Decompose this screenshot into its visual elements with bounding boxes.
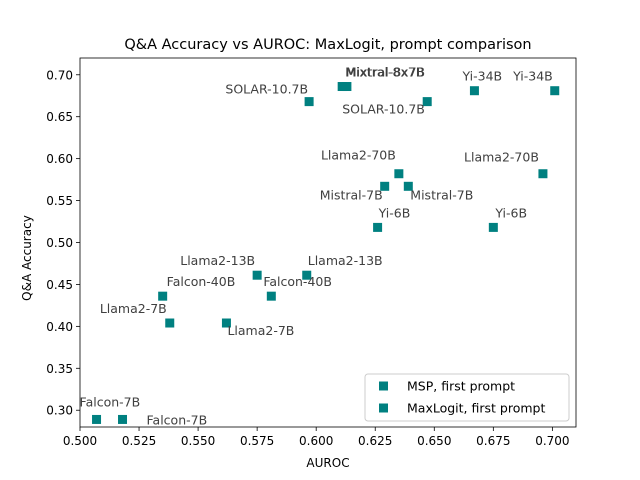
y-tick-label: 0.60: [46, 152, 73, 166]
x-tick-label: 0.675: [476, 434, 510, 448]
data-point-label: Mixtral-8x7B: [345, 65, 424, 80]
data-point-marker: [488, 222, 498, 232]
plot-area: 0.500 0.525 0.550 0.575 0.600 0.625 0.650 0.675…: [46, 57, 577, 448]
legend-entry-label: MSP, first prompt: [407, 379, 515, 394]
data-point-marker: [118, 414, 128, 424]
data-point-marker: [422, 97, 432, 107]
data-point-marker: [403, 181, 413, 191]
y-tick-label: 0.65: [46, 110, 73, 124]
data-point-marker: [252, 270, 262, 280]
y-tick-label: 0.30: [46, 404, 73, 418]
data-point-marker: [304, 97, 314, 107]
data-point-label: Llama2-7B: [227, 323, 294, 338]
data-point-marker: [92, 414, 102, 424]
legend-entry-label: MaxLogit, first prompt: [407, 401, 545, 416]
plot-frame: [79, 57, 577, 428]
data-point-label: Falcon-7B: [147, 412, 208, 427]
data-point-label: Falcon-7B: [80, 394, 141, 409]
data-point-marker: [394, 169, 404, 179]
data-point-label: Llama2-70B: [464, 150, 539, 165]
y-tick-label: 0.45: [46, 278, 73, 292]
data-point-label: Llama2-13B: [308, 253, 383, 268]
data-point-marker: [165, 318, 175, 328]
data-point-label: SOLAR-10.7B: [342, 102, 425, 117]
data-point-label: Llama2-70B: [321, 148, 396, 163]
x-tick-label: 0.575: [240, 434, 274, 448]
y-axis-title: Q&A Accuracy: [20, 215, 34, 301]
legend-box: [364, 373, 570, 422]
data-point-label: Llama2-7B: [100, 301, 167, 316]
x-tick-label: 0.650: [417, 434, 451, 448]
data-point-marker: [373, 222, 383, 232]
data-point-marker: [337, 82, 347, 92]
x-tick-label: 0.550: [181, 434, 215, 448]
data-point-label: Llama2-13B: [180, 253, 255, 268]
data-point-marker: [538, 169, 548, 179]
data-point-label: Mistral-7B: [320, 187, 383, 202]
data-point-marker: [158, 291, 168, 301]
y-tick-label: 0.55: [46, 194, 73, 208]
y-tick-label: 0.70: [46, 68, 73, 82]
y-tick-label: 0.35: [46, 362, 73, 376]
x-tick-label: 0.600: [299, 434, 333, 448]
data-point-marker: [469, 86, 479, 96]
data-point-label: SOLAR-10.7B: [225, 82, 308, 97]
data-point-label: Yi-34B: [461, 69, 502, 84]
chart-title: Q&A Accuracy vs AUROC: MaxLogit, prompt …: [124, 37, 531, 53]
y-tick-label: 0.50: [46, 236, 73, 250]
x-tick-label: 0.525: [122, 434, 156, 448]
x-tick-label: 0.625: [358, 434, 392, 448]
data-point-label: Yi-6B: [378, 205, 411, 220]
y-tick-label: 0.40: [46, 320, 73, 334]
legend-marker: [379, 381, 388, 391]
legend: MSP, first prompt MaxLogit, first prompt: [364, 373, 570, 422]
data-point-marker: [342, 82, 352, 92]
data-point-marker: [302, 270, 312, 280]
data-point-label: Mixtral-8x7B: [346, 65, 425, 80]
data-point-label: Falcon-40B: [263, 274, 332, 289]
x-tick-label: 0.700: [535, 434, 569, 448]
data-point-label: Yi-34B: [512, 69, 553, 84]
data-point-marker: [221, 318, 231, 328]
data-point-label: Mistral-7B: [410, 187, 473, 202]
data-point-marker: [550, 86, 560, 96]
data-point-marker: [266, 291, 276, 301]
data-point-label: Yi-6B: [494, 205, 527, 220]
data-point-marker: [380, 181, 390, 191]
x-axis-title: AUROC: [306, 456, 349, 470]
x-tick-label: 0.500: [63, 434, 97, 448]
data-point-label: Falcon-40B: [167, 274, 236, 289]
legend-marker: [379, 403, 388, 413]
